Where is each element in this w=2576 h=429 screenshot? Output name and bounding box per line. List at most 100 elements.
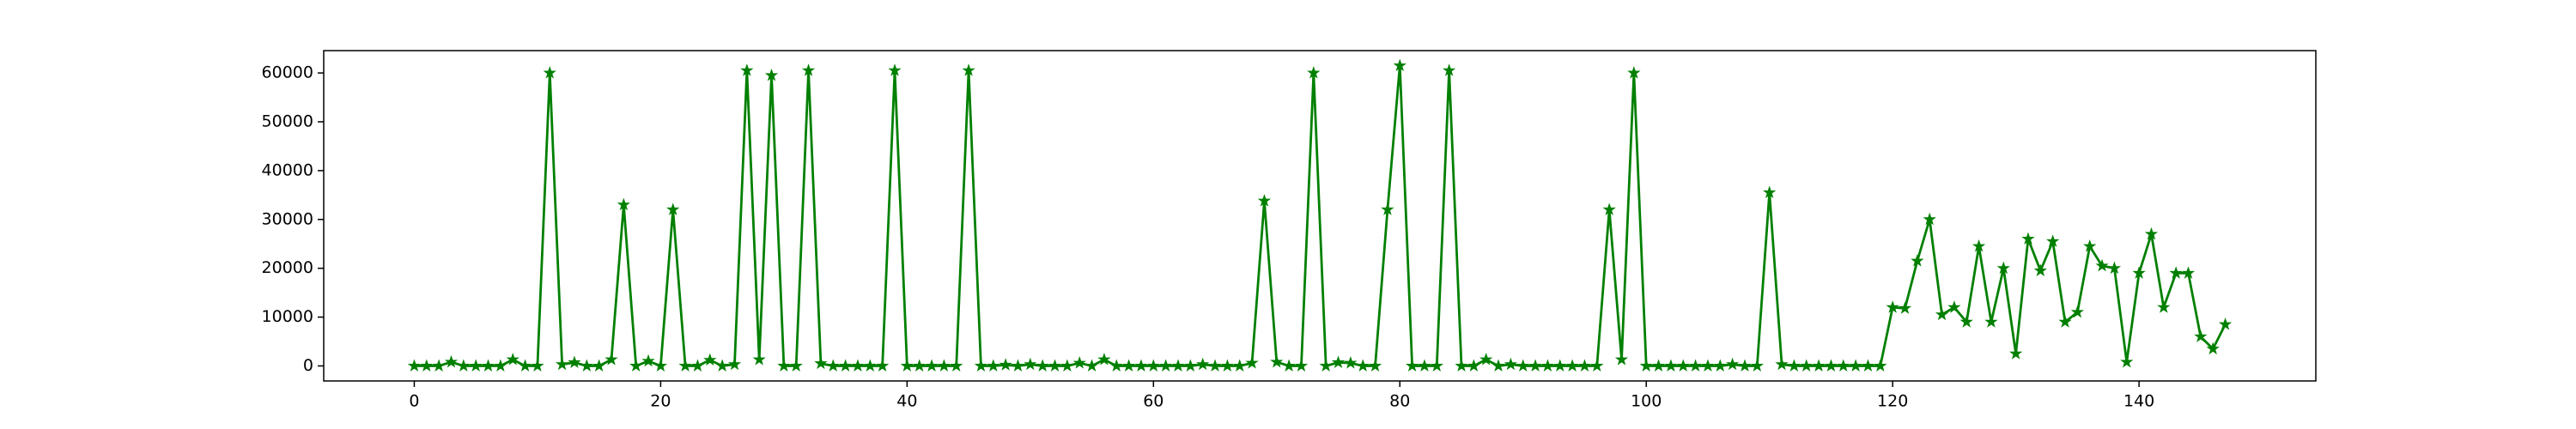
data-point (1984, 315, 1998, 328)
data-point (2157, 300, 2171, 313)
data-point (838, 359, 853, 372)
data-point (605, 353, 618, 366)
data-point (1467, 359, 1480, 372)
x-tick-label: 100 (1631, 392, 1662, 411)
data-point (1651, 359, 1666, 372)
data-point (678, 359, 692, 372)
data-point (1614, 353, 1629, 366)
data-point (1036, 359, 1049, 372)
x-tick-label: 20 (650, 392, 671, 411)
data-point (2046, 234, 2060, 247)
data-point (1282, 359, 1296, 372)
data-point (1294, 359, 1309, 372)
data-point (469, 359, 483, 372)
data-point (1639, 359, 1653, 372)
data-point (900, 359, 914, 372)
data-point (1233, 359, 1247, 372)
data-point (1996, 261, 2010, 275)
data-point (1688, 359, 1703, 372)
data-point (1602, 202, 1616, 215)
data-point (987, 359, 1000, 372)
data-point (1565, 359, 1579, 372)
data-point (1270, 354, 1284, 368)
y-tick-label: 40000 (262, 160, 313, 179)
data-line (414, 64, 2227, 367)
data-point (1886, 300, 1899, 313)
data-point (740, 63, 754, 76)
data-point (1097, 353, 1111, 366)
y-tick-label: 50000 (262, 112, 313, 130)
data-point (1528, 359, 1542, 372)
data-point (457, 359, 471, 372)
data-point (407, 359, 422, 372)
data-point (506, 353, 519, 366)
data-point (1713, 359, 1727, 372)
data-point (1923, 212, 1936, 226)
axes-frame (323, 50, 2317, 382)
data-point (580, 359, 593, 372)
data-point (1824, 359, 1838, 372)
data-point (555, 357, 569, 371)
data-point (617, 197, 630, 211)
data-point (1947, 300, 1961, 313)
data-point (1750, 359, 1764, 372)
data-point (1775, 357, 1789, 371)
data-point (568, 355, 581, 368)
data-point (2120, 354, 2134, 368)
data-point (1911, 254, 1924, 267)
data-point (1676, 359, 1690, 372)
data-point (653, 359, 668, 372)
data-point (801, 63, 816, 76)
data-point (1800, 359, 1814, 372)
data-point (2095, 258, 2109, 272)
data-point (764, 68, 779, 82)
data-point (690, 359, 705, 372)
data-point (937, 359, 951, 372)
data-point (2033, 263, 2047, 277)
data-point (444, 354, 459, 368)
data-point (1331, 355, 1346, 368)
data-point (1146, 359, 1160, 372)
data-point (1726, 357, 1740, 371)
data-point (666, 202, 680, 215)
data-point (518, 359, 532, 372)
data-point (777, 359, 791, 372)
x-tick-label: 40 (896, 392, 917, 411)
data-point (1418, 359, 1431, 372)
data-point (1504, 357, 1518, 371)
data-point (420, 359, 434, 372)
data-point (1121, 359, 1136, 372)
data-point (1861, 359, 1875, 372)
data-point (1590, 359, 1604, 372)
data-point (1898, 301, 1912, 314)
data-point (715, 359, 729, 372)
data-point (974, 359, 988, 372)
data-point (2058, 315, 2072, 328)
data-point (1060, 359, 1074, 372)
data-point (789, 359, 803, 372)
x-tick-label: 80 (1389, 392, 1410, 411)
y-tick-label: 60000 (262, 63, 313, 82)
data-point (1492, 359, 1505, 372)
data-point (727, 357, 742, 371)
data-point (1245, 356, 1259, 369)
data-point (925, 359, 939, 372)
data-point (2107, 261, 2122, 275)
data-point (876, 359, 890, 372)
data-point (1430, 359, 1443, 372)
data-point (1443, 63, 1456, 76)
data-point (1393, 58, 1406, 71)
data-point (1787, 359, 1801, 372)
data-point (1048, 359, 1062, 372)
data-point (1664, 359, 1678, 372)
data-point (2218, 317, 2233, 330)
data-point (888, 63, 902, 76)
data-point (1196, 357, 1210, 371)
data-point (1319, 359, 1333, 372)
data-point (962, 63, 975, 76)
x-tick-label: 140 (2123, 392, 2154, 411)
data-point (1540, 359, 1555, 372)
data-point (1024, 357, 1037, 371)
data-point (1072, 356, 1086, 369)
